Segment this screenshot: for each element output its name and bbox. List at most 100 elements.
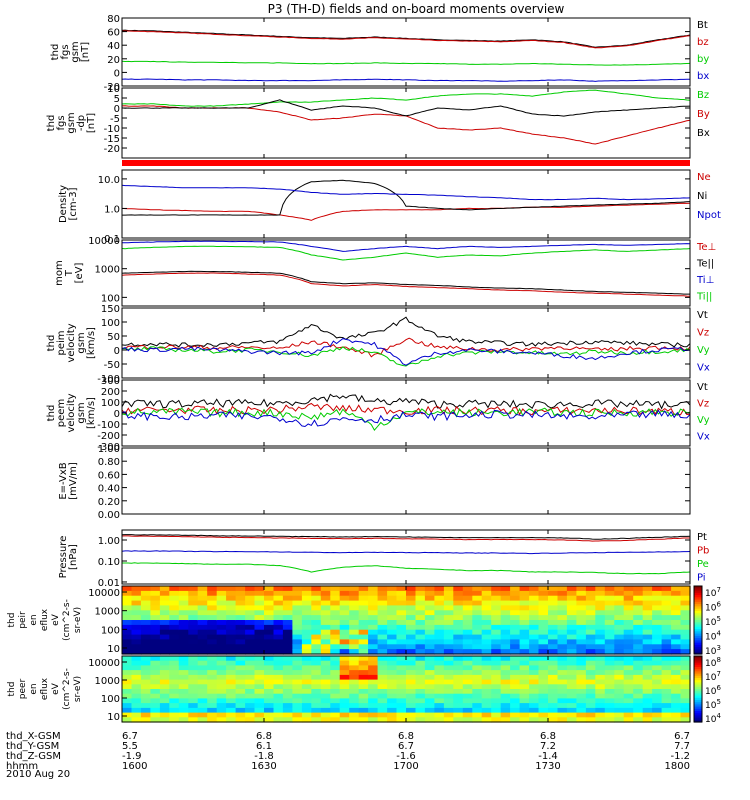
colorbar-cell (694, 626, 702, 630)
heatmap-cell (642, 665, 653, 671)
heatmap-cell (188, 712, 199, 718)
heatmap-cell (311, 595, 322, 602)
colorbar-cell (694, 590, 702, 594)
heatmap-cell (320, 656, 331, 662)
heatmap-cell (377, 586, 388, 592)
colorbar-cell (694, 604, 702, 607)
heatmap-cell (557, 624, 568, 631)
heatmap-cell (652, 712, 663, 718)
heatmap-cell (396, 656, 407, 662)
y-tick-label: 200 (101, 387, 120, 398)
heatmap-cell (197, 600, 208, 607)
ephemeris-value: 6.7 (398, 741, 414, 752)
heatmap-cell (226, 703, 237, 709)
heatmap-cell (226, 605, 237, 611)
ephemeris-value: 1730 (535, 761, 560, 772)
heatmap-cell (415, 693, 426, 699)
heatmap-cell (424, 586, 435, 592)
heatmap-cell (140, 590, 151, 597)
heatmap-cell (178, 615, 189, 621)
y-axis-label: gsm (76, 332, 87, 353)
heatmap-cell (311, 610, 322, 616)
ephemeris-value: 6.7 (674, 731, 690, 742)
ephemeris-value: 1630 (251, 761, 276, 772)
heatmap-cell (510, 707, 521, 714)
heatmap-cell (292, 595, 303, 602)
heatmap-cell (282, 624, 293, 631)
heatmap-cell (510, 605, 521, 611)
heatmap-cell (642, 615, 653, 621)
heatmap-cell (642, 605, 653, 611)
heatmap-cell (358, 644, 369, 650)
heatmap-cell (349, 679, 360, 685)
colorbar-label: 107 (705, 670, 721, 683)
heatmap-cell (462, 605, 473, 611)
heatmap-cell (424, 656, 435, 662)
heatmap-cell (406, 629, 417, 636)
heatmap-cell (178, 707, 189, 714)
colorbar-cell (694, 615, 702, 619)
heatmap-cell (566, 639, 577, 645)
heatmap-cell (680, 634, 691, 641)
heatmap-cell (434, 660, 445, 666)
heatmap-cell (633, 693, 644, 699)
heatmap-cell (264, 615, 275, 621)
heatmap-cell (245, 649, 256, 655)
heatmap-cell (434, 703, 445, 709)
heatmap-cell (661, 595, 672, 602)
heatmap-cell (169, 624, 180, 631)
heatmap-cell (311, 605, 322, 611)
heatmap-cell (207, 600, 218, 607)
heatmap-cell (443, 610, 454, 616)
heatmap-cell (282, 605, 293, 611)
heatmap-cell (122, 639, 133, 645)
colorbar-cell (694, 656, 702, 659)
y-tick-label: 300 (101, 376, 120, 387)
y-axis-label: [nT] (86, 113, 97, 133)
heatmap-cell (585, 717, 596, 723)
heatmap-cell (481, 615, 492, 621)
heatmap-cell (529, 615, 540, 621)
heatmap-cell (604, 605, 615, 611)
heatmap-cell (576, 717, 587, 723)
heatmap-cell (529, 639, 540, 645)
heatmap-cell (443, 649, 454, 655)
heatmap-cell (131, 693, 142, 699)
heatmap-cell (538, 717, 549, 723)
heatmap-cell (301, 660, 312, 666)
heatmap-cell (140, 629, 151, 636)
heatmap-cell (453, 595, 464, 602)
heatmap-cell (585, 615, 596, 621)
heatmap-cell (339, 624, 350, 631)
heatmap-cell (443, 644, 454, 650)
heatmap-cell (585, 698, 596, 704)
heatmap-cell (197, 693, 208, 699)
heatmap-cell (604, 665, 615, 671)
heatmap-cell (519, 670, 530, 676)
heatmap-cell (500, 590, 511, 597)
y-axis-label: mom (54, 260, 65, 286)
colorbar-cell (694, 601, 702, 605)
heatmap-cell (595, 660, 606, 666)
y-axis-label: gsm (66, 112, 77, 133)
heatmap-cell (500, 644, 511, 650)
y-tick-label: 100 (101, 398, 120, 409)
heatmap-cell (424, 665, 435, 671)
heatmap-cell (557, 717, 568, 723)
heatmap-cell (614, 600, 625, 607)
heatmap-cell (538, 684, 549, 690)
heatmap-cell (453, 679, 464, 685)
heatmap-cell (462, 703, 473, 709)
heatmap-cell (122, 600, 133, 607)
heatmap-cell (292, 605, 303, 611)
heatmap-cell (491, 644, 502, 650)
heatmap-cell (396, 717, 407, 723)
heatmap-cell (538, 660, 549, 666)
heatmap-cell (434, 693, 445, 699)
heatmap-cell (491, 586, 502, 592)
heatmap-cell (122, 624, 133, 631)
heatmap-cell (652, 590, 663, 597)
heatmap-cell (245, 624, 256, 631)
heatmap-cell (443, 707, 454, 714)
